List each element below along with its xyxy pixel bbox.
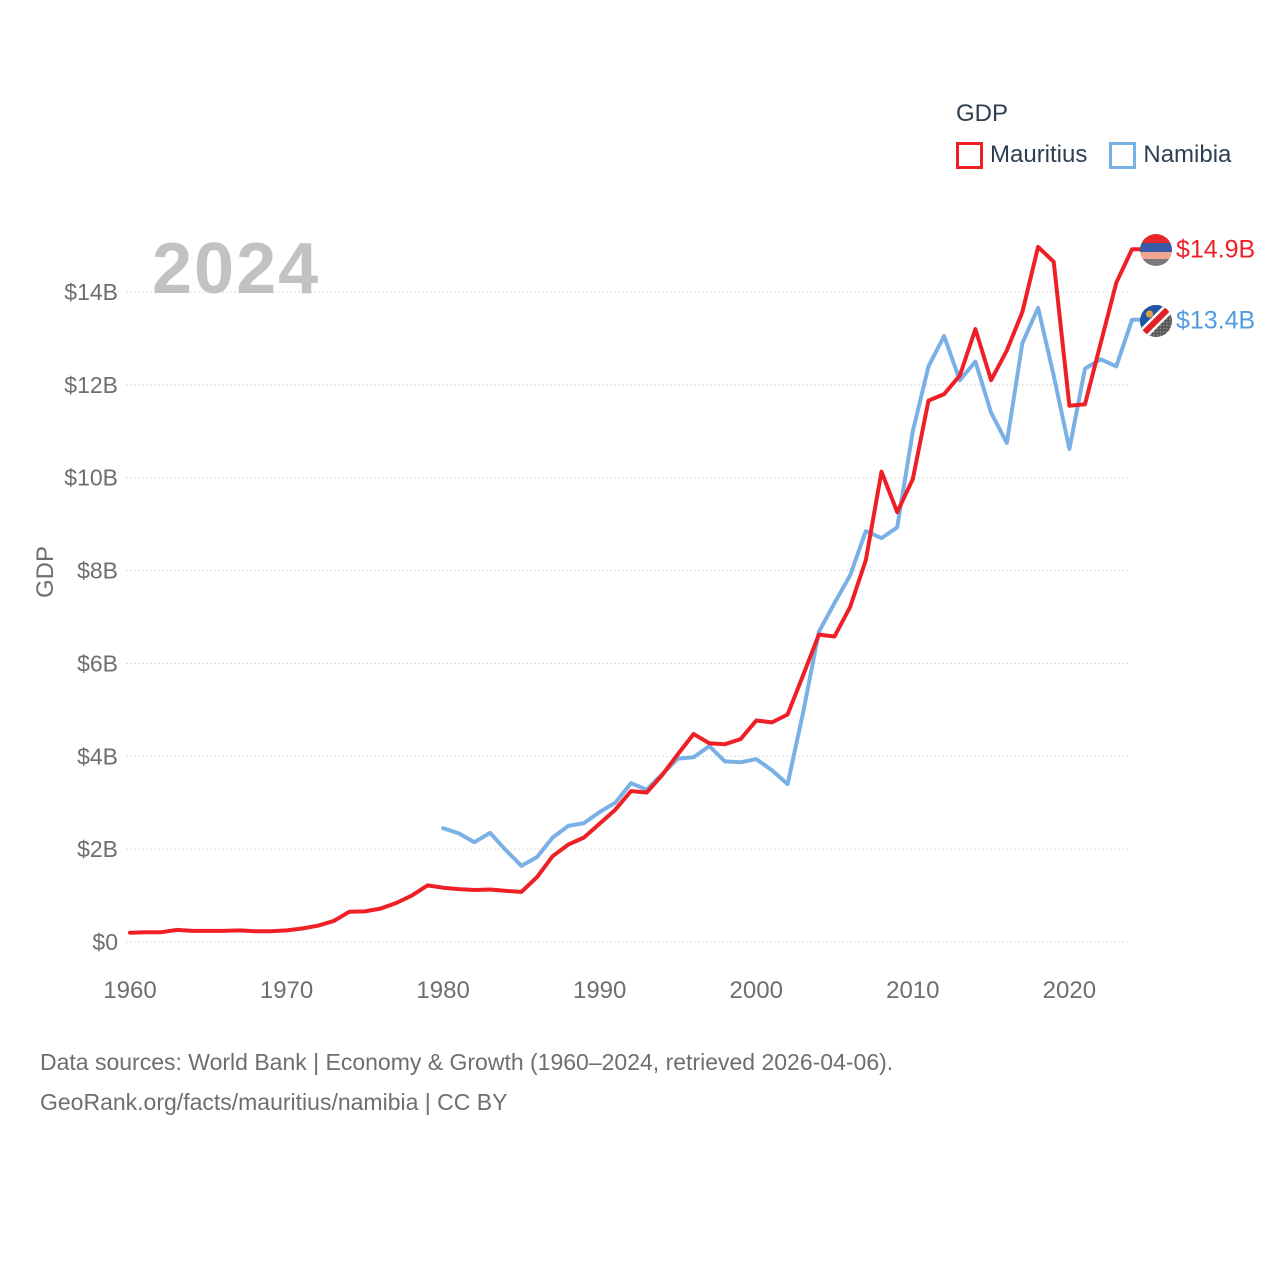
series-line-mauritius[interactable]	[128, 244, 1144, 935]
y-tick-label: $4B	[77, 743, 118, 769]
namibia-flag-icon	[1140, 305, 1172, 337]
namibia-swatch-icon	[1109, 141, 1137, 169]
x-tick-label: 2010	[886, 977, 939, 1004]
gdp-line-chart: $0 $2B $4B $6B $8B $10B $12B $14B 1960 1970 1980 19…	[64, 244, 1144, 1004]
x-tick-label: 2000	[730, 977, 783, 1004]
y-tick-label: $10B	[64, 465, 118, 491]
namibia-end-value: $13.4B	[1176, 306, 1256, 335]
x-tick-label: 1970	[260, 977, 313, 1004]
footer-attribution-url: GeoRank.org/facts/mauritius/namibia | CC…	[40, 1089, 508, 1115]
legend: GDP Mauritius Namibia	[956, 100, 1231, 169]
watermark-year: 2024	[152, 229, 321, 309]
y-tick-label: $2B	[77, 836, 118, 862]
mauritius-flag-icon	[1140, 234, 1172, 266]
legend-label-namibia: Namibia	[1143, 141, 1232, 168]
y-tick-label: $0	[92, 929, 118, 955]
mauritius-swatch-icon	[956, 141, 983, 169]
x-tick-label: 1980	[416, 977, 469, 1004]
y-tick-label: $14B	[64, 279, 118, 305]
mauritius-end-value: $14.9B	[1176, 235, 1256, 264]
legend-title: GDP	[956, 100, 1009, 127]
legend-row: Mauritius Namibia	[956, 141, 1231, 169]
y-tick-label: $6B	[77, 650, 118, 676]
x-tick-label: 1960	[103, 977, 156, 1004]
footer-data-sources: Data sources: World Bank | Economy & Gro…	[40, 1049, 894, 1075]
series-line-namibia[interactable]	[441, 305, 1144, 868]
y-tick-label: $12B	[64, 372, 118, 398]
x-tick-label: 1990	[573, 977, 626, 1004]
y-axis-title: GDP	[32, 545, 59, 599]
legend-item-mauritius[interactable]: Mauritius	[956, 141, 1087, 169]
legend-item-namibia[interactable]: Namibia	[1109, 141, 1231, 169]
x-tick-label: 2020	[1043, 977, 1096, 1004]
legend-label-mauritius: Mauritius	[990, 141, 1088, 168]
y-tick-label: $8B	[77, 558, 118, 584]
footer: Data sources: World Bank | Economy & Gro…	[40, 1042, 893, 1122]
